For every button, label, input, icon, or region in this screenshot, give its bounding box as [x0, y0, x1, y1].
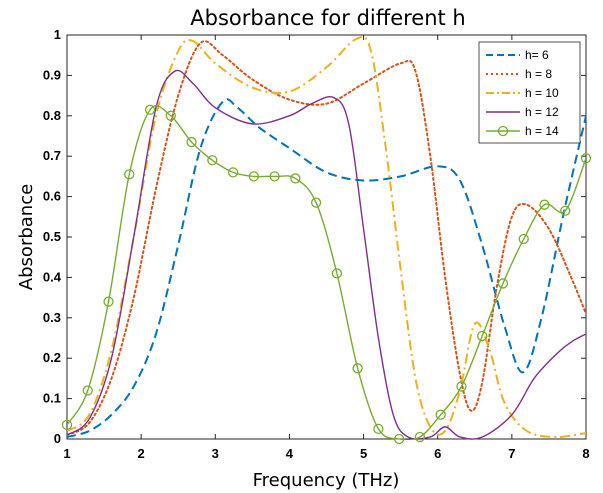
- series-line-1: [67, 98, 586, 438]
- series-marker: [456, 381, 467, 392]
- series-line-2: [67, 40, 586, 436]
- x-tick-label: 4: [286, 446, 294, 461]
- legend-label: h = 14: [525, 124, 559, 138]
- series-marker: [269, 171, 280, 182]
- series-marker: [373, 423, 384, 435]
- series-marker: [165, 110, 176, 121]
- y-tick-label: 0.9: [43, 67, 61, 82]
- y-tick-label: 1: [54, 27, 61, 42]
- x-tick-label: 8: [582, 446, 589, 461]
- x-tick-label: 3: [212, 446, 219, 461]
- x-tick-label: 5: [360, 446, 367, 461]
- legend-label: h = 12: [525, 105, 559, 119]
- marker-layer: [61, 104, 592, 445]
- series-marker: [580, 153, 592, 164]
- y-tick-label: 0.8: [43, 108, 61, 123]
- y-tick-label: 0.1: [43, 391, 61, 406]
- chart-title: Absorbance for different h: [190, 6, 466, 30]
- series-line-5: [67, 105, 586, 440]
- y-tick-label: 0.2: [43, 350, 61, 365]
- legend: h= 6 h = 8 h = 10 h = 12 h = 14: [478, 41, 581, 144]
- legend-label: h= 6: [525, 48, 549, 62]
- y-axis-label: Absorbance: [16, 184, 37, 290]
- series-marker: [310, 197, 322, 208]
- y-tick-label: 0: [54, 431, 61, 446]
- x-tick-label: 2: [138, 446, 145, 461]
- x-axis-label: Frequency (THz): [253, 470, 400, 491]
- series-marker: [186, 136, 197, 148]
- series-marker: [61, 419, 73, 431]
- series-line-4: [67, 69, 586, 440]
- legend-marker: [497, 125, 509, 137]
- x-tick-labels: 1 2 3 4 5 6 7 8: [63, 446, 589, 461]
- y-tick-label: 0.5: [43, 229, 61, 244]
- series-marker: [290, 173, 301, 184]
- x-tick-label: 7: [508, 446, 515, 461]
- y-tick-label: 0.6: [43, 189, 61, 204]
- y-tick-labels: 0 0.1 0.2 0.3 0.4 0.5 0.6 0.7 0.8 0.9 1: [43, 27, 62, 446]
- series-marker: [207, 155, 218, 166]
- series-marker: [394, 433, 405, 445]
- series-marker: [352, 363, 363, 374]
- series-marker: [518, 233, 529, 245]
- series-marker: [435, 409, 446, 420]
- x-tick-label: 1: [63, 446, 70, 461]
- series-marker: [227, 167, 239, 178]
- series-marker: [144, 104, 156, 115]
- legend-box: [478, 41, 581, 144]
- series-marker: [248, 171, 259, 182]
- series-marker: [82, 385, 93, 396]
- series-marker: [497, 278, 509, 289]
- series-marker: [414, 431, 426, 443]
- legend-label: h = 10: [525, 86, 559, 100]
- series-marker: [477, 330, 488, 342]
- x-tick-label: 6: [434, 446, 441, 461]
- series-marker: [124, 169, 135, 180]
- series-marker: [103, 296, 114, 307]
- y-tick-label: 0.3: [43, 310, 61, 325]
- y-tick-label: 0.7: [43, 148, 61, 163]
- series-marker: [539, 199, 550, 210]
- series-marker: [331, 268, 343, 279]
- y-tick-label: 0.4: [43, 269, 62, 284]
- series-marker: [560, 205, 571, 216]
- legend-label: h = 8: [525, 67, 552, 81]
